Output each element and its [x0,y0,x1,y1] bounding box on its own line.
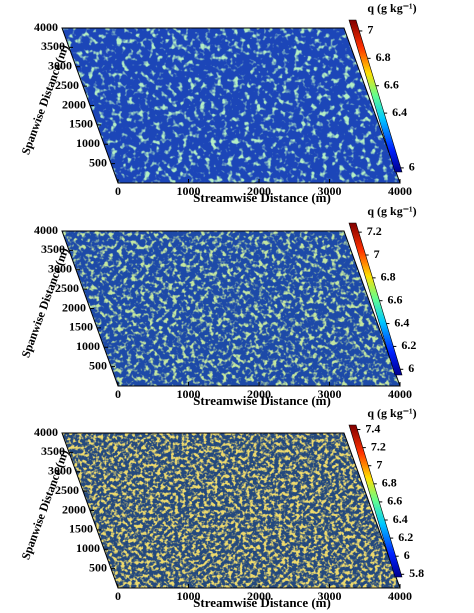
colorbar [348,222,403,376]
x-tick-label: 0 [115,589,121,603]
colorbar-tick-label: 6.6 [388,292,403,306]
y-tick-label: 3500 [41,39,65,53]
x-tick-label: 1000 [177,184,201,198]
y-tick-label: 3000 [48,262,72,276]
panel: 0 1000 2000 3000 4000 500 1000 1500 2000 2500 3000… [18,1,416,205]
y-tick-label: 1000 [76,541,100,555]
plot-frame [61,230,401,387]
colorbar-tick-label: 6.6 [384,77,399,91]
x-axis-label: Streamwise Distance (m) [193,190,331,205]
x-tick-label: 3000 [318,184,342,198]
y-tick-label: 3500 [41,242,65,256]
panel: 0 1000 2000 3000 4000 500 1000 1500 2000 2500 3000… [18,406,424,610]
y-tick-label: 3000 [48,59,72,73]
colorbar-tick-label: 7 [376,457,382,471]
x-tick-label: 2000 [247,589,271,603]
x-tick-label: 2000 [247,184,271,198]
x-tick-label: 4000 [388,589,412,603]
field-texture [62,231,400,386]
colorbar-tick-label: 7 [367,23,373,37]
x-tick-label: 4000 [388,387,412,401]
x-tick-label: 1000 [177,387,201,401]
plot-frame [61,27,401,184]
colorbar-tick-label: 7 [374,247,380,261]
colorbar-tick-label: 6.6 [387,494,402,508]
colorbar [348,19,403,173]
x-tick-label: 3000 [318,589,342,603]
colorbar-label: q (g kg⁻¹) [367,204,416,218]
y-tick-label: 1500 [69,320,93,334]
x-tick-label: 0 [115,387,121,401]
y-tick-label: 1000 [76,136,100,150]
plot-frame [61,432,401,589]
colorbar-tick-label: 6.2 [401,338,416,352]
colorbar-label: q (g kg⁻¹) [367,1,416,15]
colorbar-tick-label: 6.4 [392,105,407,119]
y-tick-label: 500 [89,358,107,372]
x-axis-label: Streamwise Distance (m) [193,393,331,408]
x-tick-label: 3000 [318,387,342,401]
colorbar-tick-label: 6 [409,160,415,174]
y-tick-label: 2500 [55,483,79,497]
colorbar-tick-label: 6.4 [393,512,408,526]
y-tick-label: 2000 [62,300,86,314]
colorbar-tick-label: 6 [408,361,414,375]
colorbar-tick-label: 6.8 [382,476,397,490]
y-tick-label: 2000 [62,502,86,516]
x-axis-label: Streamwise Distance (m) [193,595,331,610]
y-tick-label: 2500 [55,281,79,295]
colorbar-tick-label: 6.4 [394,315,409,329]
y-tick-label: 4000 [34,425,58,439]
x-tick-label: 1000 [177,589,201,603]
colorbar-tick-label: 7.2 [371,439,386,453]
y-tick-label: 1500 [69,117,93,131]
colorbar-label: q (g kg⁻¹) [367,406,416,420]
x-tick-label: 4000 [388,184,412,198]
colorbar-tick-label: 6 [404,548,410,562]
colorbar-tick-label: 6.2 [398,530,413,544]
colorbar-tick-label: 5.8 [409,566,424,580]
y-tick-label: 1500 [69,522,93,536]
panel: 0 1000 2000 3000 4000 500 1000 1500 2000 2500 3000… [18,204,416,408]
colorbar-tick-label: 6.8 [381,270,396,284]
x-tick-label: 0 [115,184,121,198]
colorbar-tick-label: 7.2 [367,224,382,238]
colorbar-tick-label: 7.4 [365,421,380,435]
colorbar [348,424,403,578]
y-tick-label: 4000 [34,20,58,34]
field-texture [62,28,400,183]
field-texture [62,433,400,588]
y-tick-label: 4000 [34,223,58,237]
x-tick-label: 2000 [247,387,271,401]
y-tick-label: 2000 [62,97,86,111]
y-tick-label: 500 [89,155,107,169]
colorbar-tick-label: 6.8 [376,50,391,64]
y-tick-label: 3000 [48,464,72,478]
y-tick-label: 500 [89,560,107,574]
y-tick-label: 1000 [76,339,100,353]
y-tick-label: 3500 [41,444,65,458]
y-tick-label: 2500 [55,78,79,92]
